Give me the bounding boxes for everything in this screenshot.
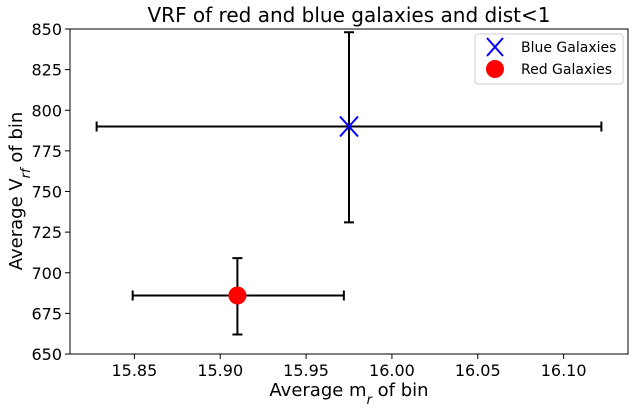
y-tick-label: 775 [31,142,62,161]
legend: Blue Galaxies Red Galaxies [474,33,624,85]
y-axis-ticks: 650 675 700 725 750 775 800 825 850 [31,20,70,364]
data-point-x-marker [339,115,359,138]
series-red [131,257,345,336]
legend-blue-label: Blue Galaxies [521,40,616,56]
series-blue [95,31,603,224]
plot-marks [95,31,603,336]
x-tick-label: 16.00 [369,361,415,380]
y-tick-label: 725 [31,223,62,242]
y-tick-label: 650 [31,345,62,364]
y-tick-label: 750 [31,183,62,202]
y-tick-label: 700 [31,264,62,283]
chart-title: VRF of red and blue galaxies and dist<1 [147,3,550,27]
y-axis-title: Average Vrf of bin [6,112,34,271]
x-axis-title: Average mr of bin [269,380,428,408]
x-tick-label: 15.85 [111,361,157,380]
data-point-circle [228,286,247,305]
legend-red-marker [486,60,504,78]
x-tick-label: 16.10 [541,361,587,380]
x-tick-label: 15.90 [197,361,243,380]
x-axis-ticks: 15.85 15.90 15.95 16.00 16.05 16.10 [111,354,587,380]
legend-box [474,33,624,85]
x-tick-label: 16.05 [455,361,501,380]
legend-blue-marker [486,37,504,57]
plot-frame [69,28,629,355]
y-tick-label: 675 [31,304,62,323]
y-tick-label: 850 [31,20,62,39]
y-tick-label: 800 [31,101,62,120]
y-tick-label: 825 [31,61,62,80]
x-tick-label: 15.95 [283,361,329,380]
legend-red-label: Red Galaxies [521,62,612,78]
